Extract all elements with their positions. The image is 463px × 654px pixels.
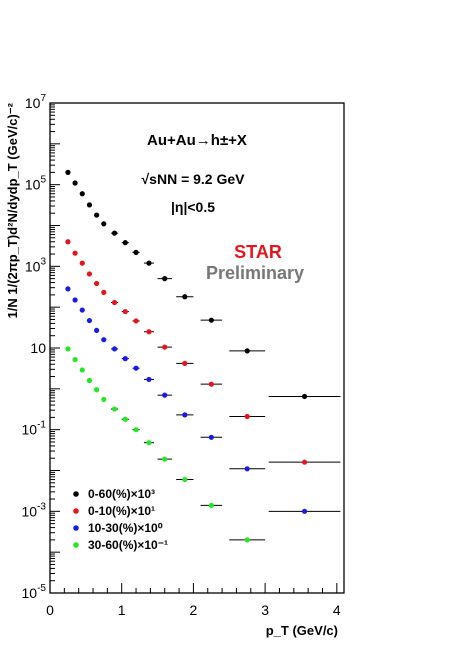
data-point <box>111 230 118 236</box>
series-3 <box>65 346 266 543</box>
data-point <box>72 356 78 363</box>
axis-tick-labels: 0 1 2 3 4 107 105 103 10 10-1 10-3 10-5 <box>22 93 341 618</box>
y-axis-label: 1/N 1/(2πp_T)d²N/dydp_T (GeV/c)⁻² <box>5 102 20 318</box>
data-point <box>86 202 93 208</box>
data-point <box>111 346 118 352</box>
legend-entry: 0-60(%)×10³ <box>88 487 155 501</box>
data-point <box>94 212 100 218</box>
data-point <box>101 396 107 403</box>
data-point <box>162 344 168 350</box>
x-axis-label: p_T (GeV/c) <box>266 623 338 638</box>
data-point <box>65 169 71 175</box>
preliminary-label: Preliminary <box>206 263 304 283</box>
data-point <box>122 356 128 362</box>
data-point <box>86 271 93 277</box>
data-point <box>65 286 71 292</box>
data-point <box>162 392 168 398</box>
y-tick-label: 105 <box>25 175 47 193</box>
data-point <box>79 191 85 197</box>
data-point <box>244 348 250 354</box>
data-point <box>301 393 308 400</box>
y-tick-label: 10-3 <box>22 501 47 519</box>
data-point <box>94 280 100 287</box>
data-point <box>122 308 128 315</box>
eta-label: |η|<0.5 <box>171 199 215 215</box>
data-point <box>79 367 85 373</box>
data-marks <box>65 169 341 543</box>
data-point <box>133 427 139 433</box>
data-point <box>133 365 139 371</box>
x-tick-label: 4 <box>333 602 341 618</box>
data-point <box>162 276 168 282</box>
data-point <box>301 459 308 465</box>
data-point <box>101 289 107 295</box>
data-point <box>146 440 152 446</box>
data-point <box>208 502 214 508</box>
data-point <box>146 329 152 335</box>
reaction-label: Au+Au→h±+X <box>147 132 247 149</box>
axis-ticks <box>49 102 338 594</box>
data-point <box>182 360 188 366</box>
data-point <box>65 239 71 245</box>
data-point <box>79 260 85 266</box>
data-point <box>111 299 118 306</box>
data-point <box>162 456 168 462</box>
legend-marker <box>73 508 79 514</box>
data-point <box>244 466 250 472</box>
energy-label: √sNN = 9.2 GeV <box>141 171 245 187</box>
data-point <box>146 376 152 383</box>
y-tick-label: 103 <box>25 256 47 274</box>
y-tick-label: 10 <box>30 340 46 356</box>
data-point <box>72 180 78 186</box>
data-point <box>208 434 214 440</box>
data-point <box>79 307 85 313</box>
x-tick-label: 0 <box>46 602 54 618</box>
data-point <box>182 476 188 483</box>
x-tick-label: 2 <box>190 602 198 618</box>
legend-entry: 10-30(%)×10⁰ <box>88 521 163 535</box>
data-point <box>86 317 93 324</box>
data-point <box>101 337 107 343</box>
data-point <box>244 413 250 420</box>
data-point <box>122 240 128 246</box>
data-point <box>94 387 100 393</box>
data-point <box>94 327 100 333</box>
data-point <box>146 260 152 266</box>
y-tick-label: 10-5 <box>22 583 47 601</box>
series-2 <box>65 286 341 514</box>
data-point <box>86 377 93 384</box>
legend-entry: 30-60(%)×10⁻¹ <box>88 538 168 552</box>
data-point <box>182 294 188 300</box>
data-point <box>208 381 214 387</box>
y-tick-label: 107 <box>25 93 47 111</box>
star-label: STAR <box>234 242 282 262</box>
data-point <box>122 416 128 422</box>
data-point <box>244 537 250 543</box>
data-point <box>133 249 139 255</box>
legend-entry: 0-10(%)×10¹ <box>88 504 155 518</box>
y-tick-label: 10-1 <box>22 420 47 438</box>
data-point <box>72 250 78 256</box>
legend-marker <box>73 542 79 548</box>
legend-marker <box>73 525 79 531</box>
x-tick-label: 3 <box>261 602 269 618</box>
series-1 <box>65 239 341 465</box>
data-point <box>208 317 214 323</box>
data-point <box>301 508 308 514</box>
legend-marker <box>73 491 79 497</box>
data-point <box>101 221 107 227</box>
data-point <box>111 406 118 412</box>
data-point <box>72 297 78 303</box>
series-0 <box>65 169 341 400</box>
legend: 0-60(%)×10³ 0-10(%)×10¹ 10-30(%)×10⁰ 30-60(… <box>73 487 168 552</box>
data-point <box>65 346 71 352</box>
x-tick-label: 1 <box>118 602 126 618</box>
data-point <box>182 412 188 418</box>
data-point <box>133 318 139 324</box>
